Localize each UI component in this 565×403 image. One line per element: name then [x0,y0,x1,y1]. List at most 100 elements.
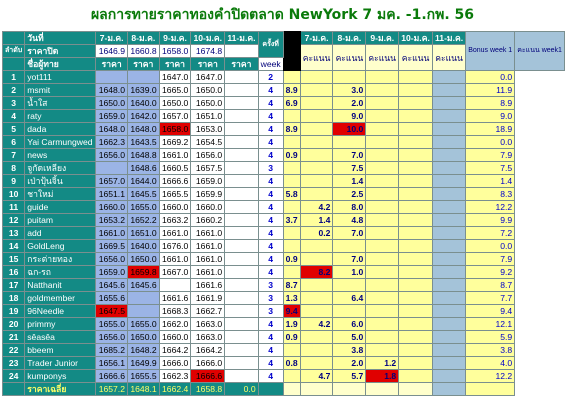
price-cell: 1659.0 [190,174,226,188]
score-cell [299,291,334,305]
price-cell: 1656.0 [95,330,128,344]
price-cell: 1661.0 [190,239,226,253]
score-cell [282,109,301,123]
price-cell: 1645.6 [95,278,128,292]
price-cell [224,148,259,162]
price-cell: 1660.0 [158,200,192,214]
bonus-cell [431,265,467,279]
score-cell [365,252,400,266]
sheet-title: ผลการทายราคาทองคำปิดตลาด NewYork 7 มค. -… [90,7,475,23]
price-cell [126,291,160,305]
bonus-cell [431,291,467,305]
score-cell [365,213,400,227]
score-cell: 1.4 [332,174,367,188]
price-cell: 1661.0 [158,226,192,240]
price-header: ราคา [224,57,259,71]
price-cell [224,317,259,331]
score-date-header: 11-ม.ค. [431,31,467,45]
price-cell [126,304,160,318]
total-cell: 9.4 [465,304,516,318]
score-cell: 3.7 [282,213,301,227]
price-cell: 1656.1 [95,356,128,370]
score-cell [299,239,334,253]
score-cell [282,265,301,279]
week-cell: 4 [257,148,284,162]
table-row: 17 Natthanit 1645.6 1645.6 1661.6 3 8.7 8.7 [1,278,565,292]
price-cell: 1666.6 [158,174,192,188]
score-cell: 7.0 [332,226,367,240]
rank-cell: 3 [1,96,26,110]
score-cell [282,369,301,383]
total-cell: 8.3 [465,187,516,201]
bonus-cell [431,343,467,357]
price-cell: 1651.1 [95,187,128,201]
score-date-header: 7-ม.ค. [299,31,334,45]
price-cell: 1661.6 [190,278,226,292]
average-price: 1657.2 [95,382,128,396]
score-cell [332,278,367,292]
date-header: 8-ม.ค. [126,31,160,45]
week-cell: 4 [257,239,284,253]
price-cell: 1666.0 [158,356,192,370]
score-cell: 5.0 [332,330,367,344]
table-row: 13 add 1661.0 1651.0 1661.0 1661.0 4 0.2 7.0 7.2 [1,226,565,240]
price-header: ราคา [95,57,128,71]
close-price [224,44,259,58]
price-cell [224,304,259,318]
price-cell [224,161,259,175]
name-cell: Yai Carmungwed [24,135,97,149]
table-row: 1 yot111 1647.0 1647.0 2 0.0 [1,70,565,84]
score-cell [299,278,334,292]
close-price: 1674.8 [190,44,226,58]
total-cell: 11.9 [465,83,516,97]
name-cell: 96Needle [24,304,97,318]
table-row: 18 goldmember 1655.6 1661.6 1661.9 3 1.3 6.4 7.7 [1,291,565,305]
price-cell: 1659.0 [95,109,128,123]
rank-cell: 1 [1,70,26,84]
price-cell: 1664.2 [158,343,192,357]
price-cell: 1666.0 [190,356,226,370]
price-cell [224,109,259,123]
table-row: 21 sêasêa 1656.0 1650.0 1660.0 1663.0 4 0.9 5.0 5… [1,330,565,344]
price-cell [224,200,259,214]
price-cell: 1647.0 [158,70,192,84]
rank-cell: 11 [1,200,26,214]
bonus-cell [431,187,467,201]
score-cell: 0.9 [282,330,301,344]
score-cell [332,135,367,149]
price-cell [224,356,259,370]
total-cell: 0.0 [465,70,516,84]
price-cell [224,265,259,279]
score-date-header: 10-ม.ค. [398,31,433,45]
price-cell: 1661.0 [190,265,226,279]
total-cell: 0.0 [465,239,516,253]
week-cell: 4 [257,252,284,266]
bonus-cell [431,135,467,149]
score-cell: 5.8 [282,187,301,201]
price-cell: 1658.0 [158,122,192,136]
score-cell [398,369,433,383]
rank-cell: 18 [1,291,26,305]
score-cell [398,265,433,279]
price-header: ราคา [126,57,160,71]
score-cell [365,265,400,279]
price-cell: 1640.0 [126,96,160,110]
price-cell: 1645.5 [126,187,160,201]
score-header: คะแนน [332,44,367,71]
price-cell [224,83,259,97]
score-cell: 6.0 [332,317,367,331]
average-price: 0.0 [224,382,259,396]
table-row: 16 ฉก-รถ 1659.0 1659.8 1667.0 1661.0 4 8.2 1.0 9.… [1,265,565,279]
total-cell: 0.0 [465,135,516,149]
price-cell: 1664.2 [190,343,226,357]
bonus-cell [431,174,467,188]
table-row: 9 เป่าปุ้นจิ้น 1657.0 1644.0 1666.6 1659.0 4 1.… [1,174,565,188]
price-cell: 1654.5 [190,135,226,149]
name-cell: จูกัดเหลียง [24,161,97,175]
total-cell: 7.2 [465,226,516,240]
score-cell: 8.2 [299,265,334,279]
price-cell: 1663.0 [190,317,226,331]
week-cell: 3 [257,304,284,318]
week-cell: 4 [257,122,284,136]
score-cell [398,187,433,201]
